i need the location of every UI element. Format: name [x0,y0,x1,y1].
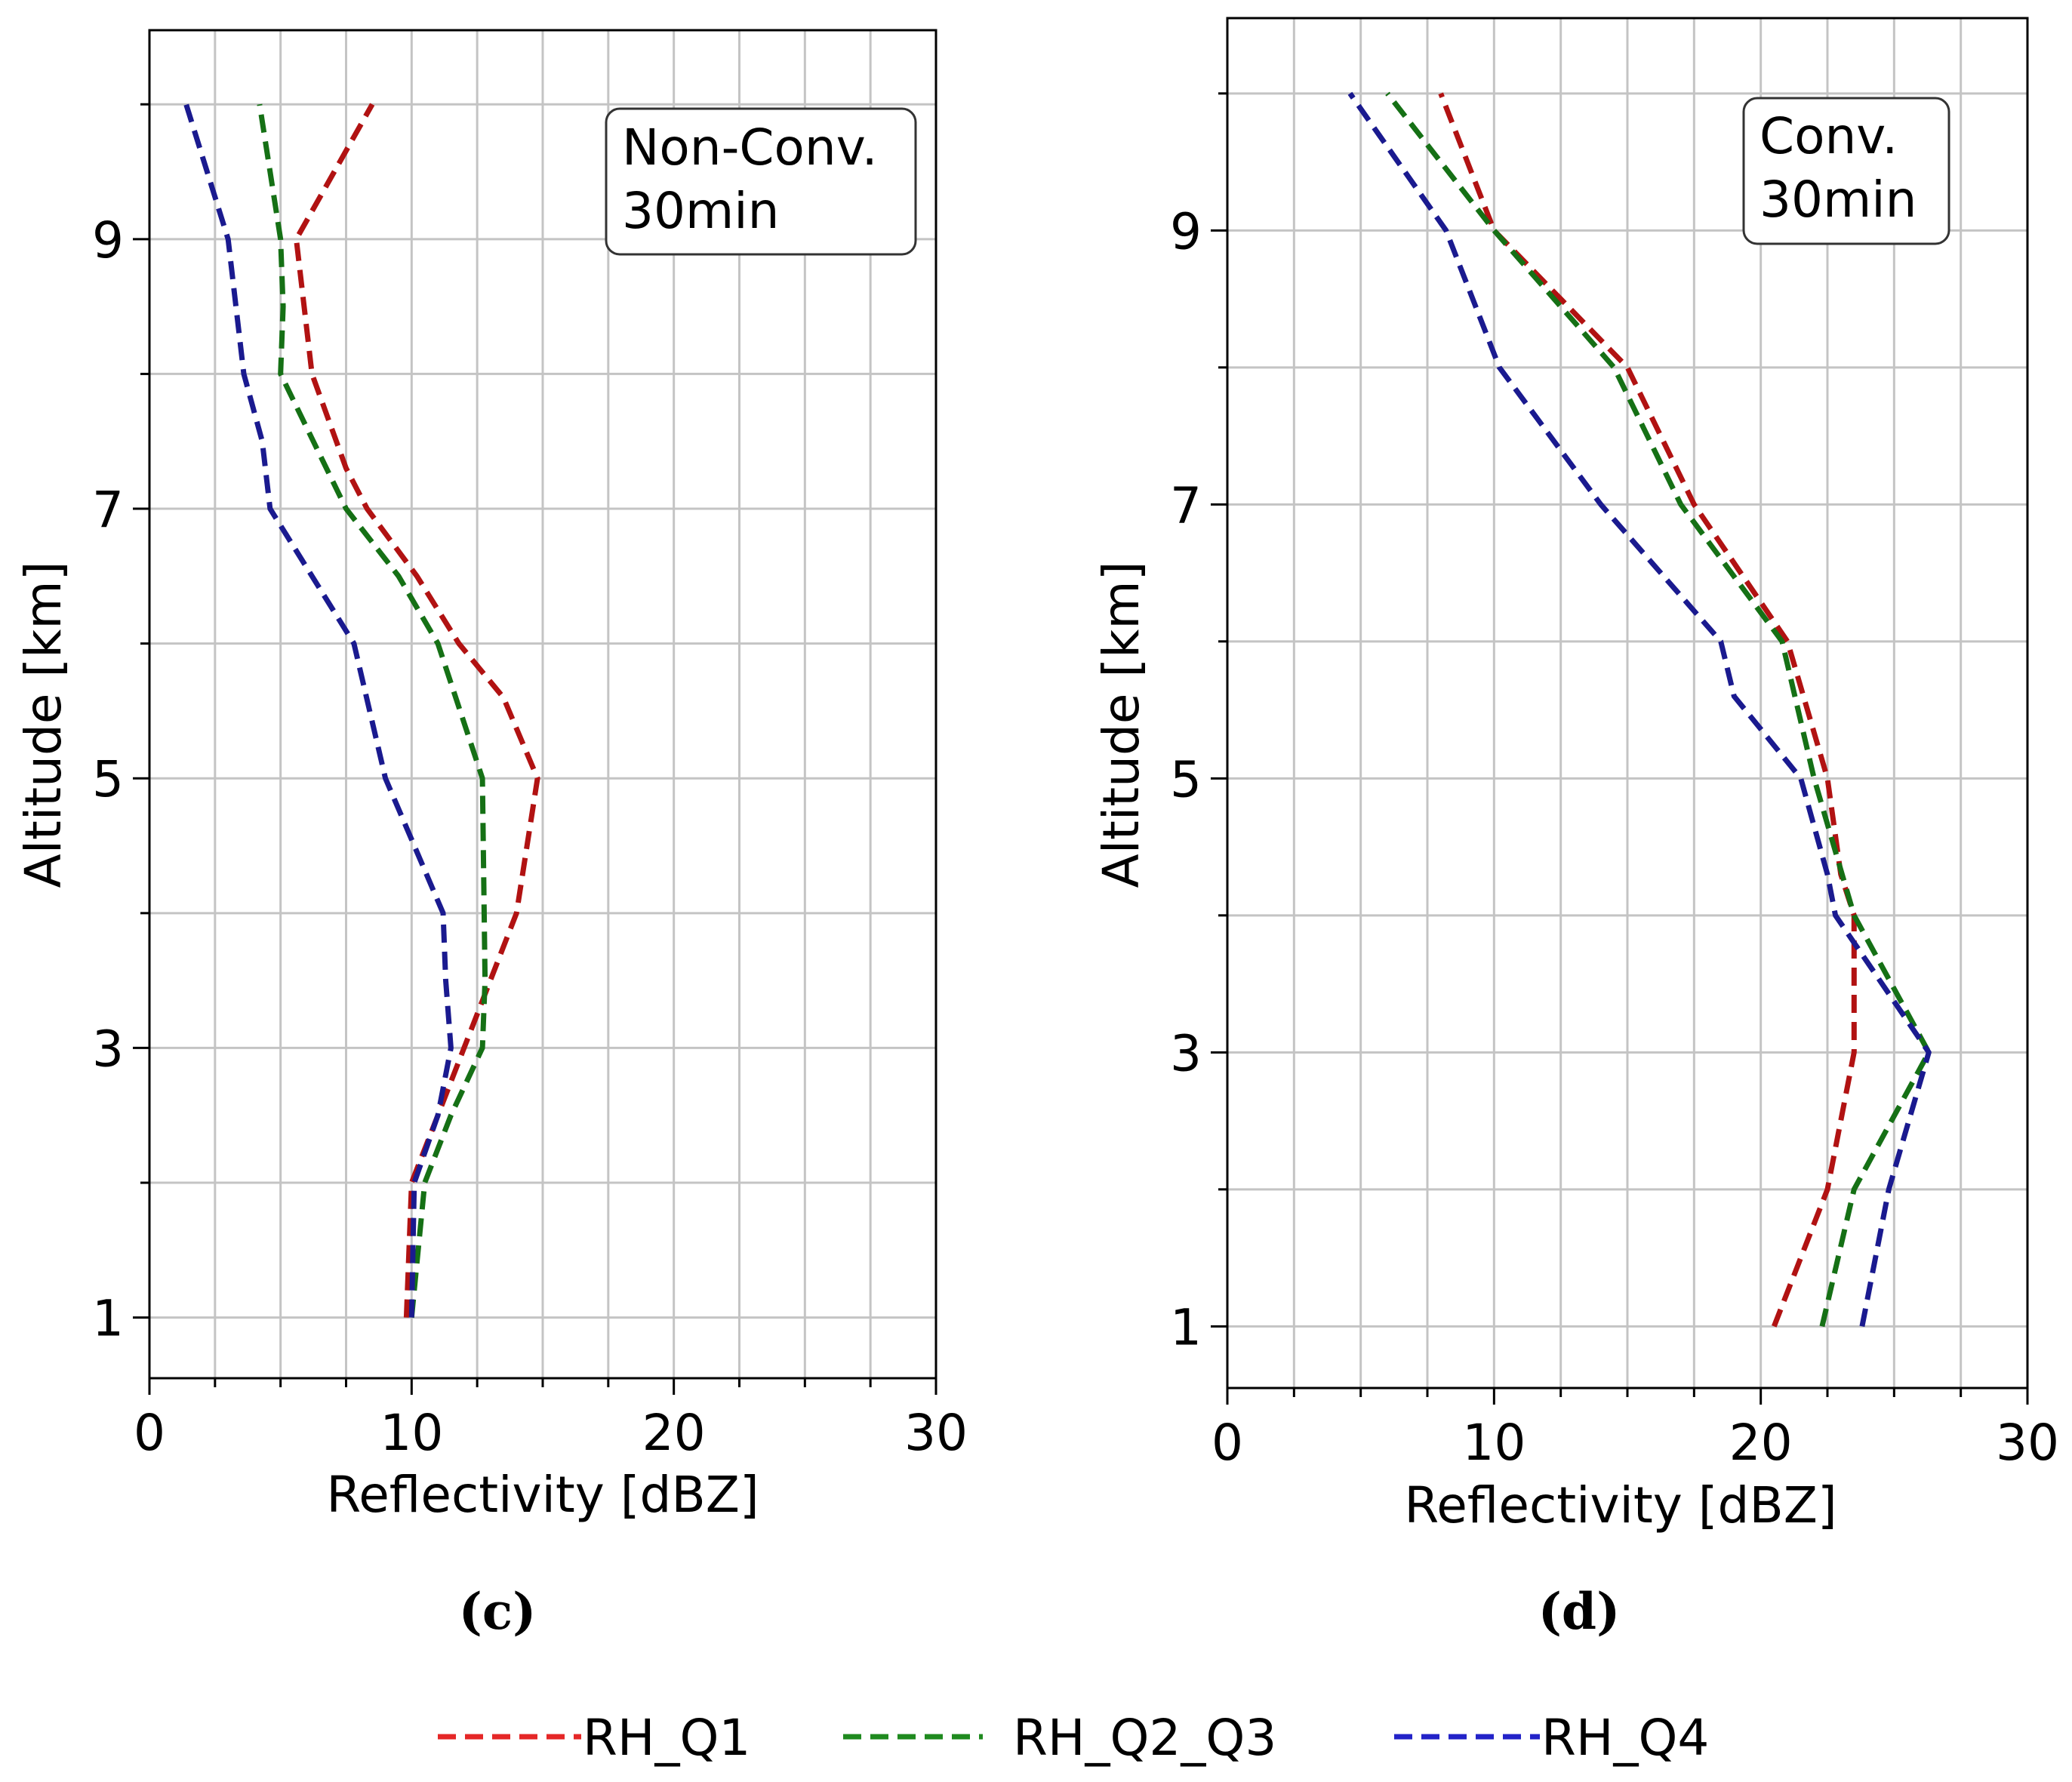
panel-c-ytick-label-5: 5 [92,750,124,808]
panel-d-series-rh-q4 [1347,91,1932,1327]
legend-label-rh-q2-q3: RH_Q2_Q3 [1013,1709,1276,1767]
panel-c-ylabel: Altitude [km] [14,562,72,888]
panel-c-series-rh-q2-q3 [257,103,488,1318]
panel-c-series-rh-q1 [294,103,540,1318]
panel-c-xtick-label-20: 20 [642,1404,706,1462]
legend-label-rh-q4: RH_Q4 [1541,1709,1709,1767]
panel-d-xtick-label-10: 10 [1462,1414,1526,1472]
legend: RH_Q1 RH_Q2_Q3 RH_Q4 [438,1709,1709,1767]
panel-d-annotation-line-2: 30min [1760,171,1917,229]
legend-entry-rh-q4: RH_Q4 [1394,1709,1709,1767]
legend-entry-rh-q1: RH_Q1 [438,1709,750,1767]
panel-c-xlabel: Reflectivity [dBZ] [326,1466,759,1524]
panel-d-xlabel: Reflectivity [dBZ] [1404,1476,1836,1534]
panel-c-annotation-line-1: Non-Conv. [622,118,878,177]
panel-c-annotation-box: Non-Conv. 30min [605,107,917,256]
panel-d-annotation-box: Conv. 30min [1742,97,1950,245]
panel-d-ytick-label-1: 1 [1170,1298,1202,1356]
panel-d-letter: (d) [1538,1582,1621,1641]
panel-d-ytick-label-7: 7 [1170,476,1202,534]
legend-label-rh-q1: RH_Q1 [583,1709,750,1767]
panel-d-annotation-line-1: Conv. [1760,107,1898,165]
panel-c-plot-area: 0 10 20 30 1 3 5 7 9 [92,29,968,1462]
panel-d-xtick-label-0: 0 [1211,1414,1243,1472]
panel-d-series-rh-q2-q3 [1385,91,1932,1328]
panel-c-xtick-label-10: 10 [380,1404,443,1462]
panel-c-letter: (c) [459,1582,537,1641]
panel-d-xtick-label-30: 30 [1996,1414,2059,1472]
panel-d-ytick-label-3: 3 [1170,1024,1202,1082]
panel-c-series-rh-q4 [183,103,454,1318]
panel-c: Altitude [km] 0 10 20 30 1 3 5 7 9 Reflectivity … [14,29,968,1641]
panel-d-xtick-label-20: 20 [1729,1414,1793,1472]
panel-c-ytick-label-1: 1 [92,1290,124,1348]
panel-c-annotation-line-2: 30min [622,182,779,240]
panel-d-series-rh-q1 [1438,92,1857,1328]
panel-c-ytick-label-7: 7 [92,481,124,539]
panel-c-xtick-label-0: 0 [134,1404,165,1462]
panel-d: Altitude [km] 0 10 20 30 1 3 5 7 9 Reflectivity … [1092,17,2059,1641]
panel-d-ylabel: Altitude [km] [1092,562,1150,888]
panel-c-ytick-label-9: 9 [92,211,124,269]
panel-d-ytick-label-9: 9 [1170,202,1202,260]
panel-d-annotation-frame [1742,97,1950,245]
panel-c-ytick-label-3: 3 [92,1020,124,1078]
panel-c-annotation-frame [605,107,917,256]
panel-c-xtick-label-30: 30 [904,1404,968,1462]
legend-entry-rh-q2-q3: RH_Q2_Q3 [843,1709,1276,1767]
panel-d-ytick-label-5: 5 [1170,750,1202,808]
